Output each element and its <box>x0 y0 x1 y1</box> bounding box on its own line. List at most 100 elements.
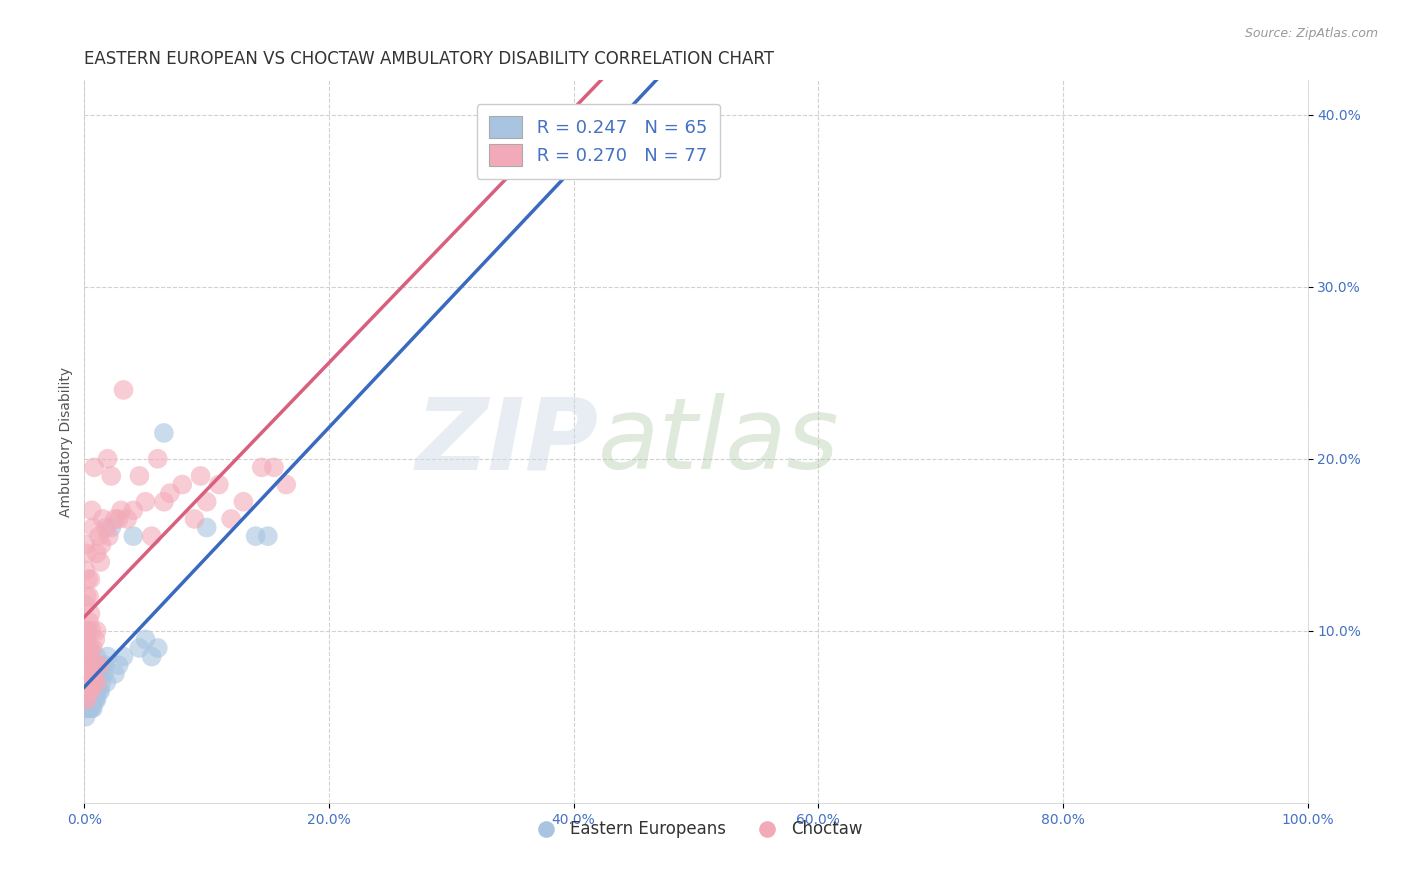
Point <box>87 529 110 543</box>
Point <box>82 640 104 655</box>
Point <box>76 675 98 690</box>
Point <box>112 649 135 664</box>
Point <box>87 658 110 673</box>
Point <box>79 640 101 655</box>
Point <box>76 692 98 706</box>
Point <box>75 692 97 706</box>
Point <box>86 684 108 698</box>
Point <box>75 632 97 647</box>
Point <box>79 666 101 681</box>
Point <box>97 451 120 466</box>
Point <box>141 529 163 543</box>
Point <box>146 640 169 655</box>
Point <box>77 666 100 681</box>
Point <box>82 684 104 698</box>
Point <box>219 512 242 526</box>
Point <box>77 692 100 706</box>
Point <box>159 486 181 500</box>
Point <box>115 512 138 526</box>
Point <box>82 701 104 715</box>
Point <box>76 658 98 673</box>
Text: Source: ZipAtlas.com: Source: ZipAtlas.com <box>1244 27 1378 40</box>
Point <box>250 460 273 475</box>
Point <box>76 546 98 560</box>
Point <box>77 590 100 604</box>
Text: EASTERN EUROPEAN VS CHOCTAW AMBULATORY DISABILITY CORRELATION CHART: EASTERN EUROPEAN VS CHOCTAW AMBULATORY D… <box>84 50 775 68</box>
Point <box>195 494 218 508</box>
Point <box>89 555 111 569</box>
Point <box>77 701 100 715</box>
Point <box>75 640 97 655</box>
Point <box>146 451 169 466</box>
Point <box>84 632 107 647</box>
Point <box>79 649 101 664</box>
Point <box>75 649 97 664</box>
Point <box>75 701 97 715</box>
Point <box>86 692 108 706</box>
Point <box>122 503 145 517</box>
Point <box>86 649 108 664</box>
Point <box>79 572 101 586</box>
Point <box>90 675 112 690</box>
Point <box>80 684 103 698</box>
Point <box>76 692 98 706</box>
Point <box>79 666 101 681</box>
Point <box>87 684 110 698</box>
Point <box>86 666 108 681</box>
Point <box>77 640 100 655</box>
Point <box>153 494 176 508</box>
Point <box>276 477 298 491</box>
Point <box>77 658 100 673</box>
Point <box>75 538 97 552</box>
Point <box>77 624 100 638</box>
Point <box>77 701 100 715</box>
Point <box>80 675 103 690</box>
Point <box>90 538 112 552</box>
Point <box>80 503 103 517</box>
Point <box>122 529 145 543</box>
Point <box>97 649 120 664</box>
Text: atlas: atlas <box>598 393 839 490</box>
Point <box>83 692 105 706</box>
Y-axis label: Ambulatory Disability: Ambulatory Disability <box>59 367 73 516</box>
Point <box>79 607 101 621</box>
Point <box>76 590 98 604</box>
Point <box>80 658 103 673</box>
Point <box>77 649 100 664</box>
Point <box>93 666 115 681</box>
Point <box>90 658 112 673</box>
Legend: Eastern Europeans, Choctaw: Eastern Europeans, Choctaw <box>523 814 869 845</box>
Point <box>75 710 97 724</box>
Point <box>79 684 101 698</box>
Point <box>86 675 108 690</box>
Point <box>77 684 100 698</box>
Point <box>75 658 97 673</box>
Point <box>77 666 100 681</box>
Point <box>257 529 280 543</box>
Point <box>75 675 97 690</box>
Point <box>94 658 117 673</box>
Point <box>91 512 114 526</box>
Point <box>135 632 157 647</box>
Point <box>77 649 100 664</box>
Point <box>96 675 118 690</box>
Point <box>75 675 97 690</box>
Point <box>172 477 194 491</box>
Point <box>80 624 103 638</box>
Point <box>77 666 100 681</box>
Point <box>77 675 100 690</box>
Point <box>100 520 122 534</box>
Point <box>80 666 103 681</box>
Point <box>83 658 105 673</box>
Point <box>76 658 98 673</box>
Point <box>100 469 122 483</box>
Point <box>75 624 97 638</box>
Point <box>82 666 104 681</box>
Point <box>76 640 98 655</box>
Point <box>183 512 205 526</box>
Point <box>77 684 100 698</box>
Point <box>82 666 104 681</box>
Point <box>110 503 132 517</box>
Point <box>135 494 157 508</box>
Point <box>75 640 97 655</box>
